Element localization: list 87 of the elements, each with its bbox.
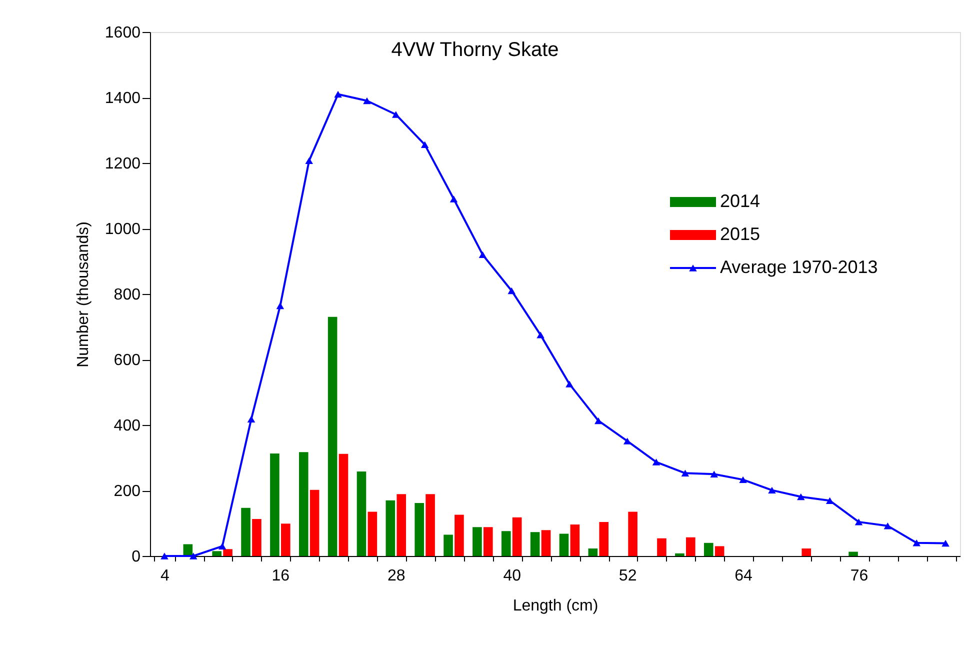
point bbox=[739, 476, 747, 484]
point bbox=[942, 540, 950, 547]
bar bbox=[444, 534, 453, 556]
point bbox=[392, 111, 400, 118]
bar bbox=[675, 553, 684, 556]
point bbox=[190, 552, 198, 560]
point bbox=[566, 380, 574, 388]
y-tick-label: 400 bbox=[114, 418, 141, 434]
x-tick-label: 4 bbox=[160, 568, 170, 584]
y-tick-label: 0 bbox=[132, 548, 141, 566]
y-axis-title: Number (thousands) bbox=[74, 222, 92, 368]
point bbox=[681, 470, 690, 476]
point bbox=[797, 493, 805, 500]
point bbox=[420, 141, 429, 148]
point bbox=[334, 90, 342, 98]
bar bbox=[281, 524, 290, 556]
bar bbox=[270, 453, 280, 556]
legend-label: 2015 bbox=[720, 224, 760, 244]
y-tick-label: 1400 bbox=[104, 90, 141, 107]
bar bbox=[512, 517, 522, 556]
bar bbox=[714, 546, 724, 556]
bar bbox=[704, 542, 714, 556]
bar bbox=[310, 490, 320, 556]
bar bbox=[802, 548, 812, 556]
x-tick-label: 28 bbox=[387, 568, 406, 584]
bar bbox=[657, 538, 666, 556]
bar bbox=[501, 531, 511, 556]
bar bbox=[241, 508, 250, 556]
point bbox=[305, 157, 313, 164]
point bbox=[536, 332, 544, 338]
point bbox=[652, 458, 660, 466]
y-tick-label: 1200 bbox=[104, 156, 141, 172]
bar bbox=[223, 549, 232, 556]
bar bbox=[298, 452, 308, 556]
point bbox=[912, 540, 920, 546]
bar bbox=[530, 532, 540, 556]
bar bbox=[570, 524, 580, 556]
x-tick-label: 16 bbox=[272, 568, 290, 584]
bar bbox=[183, 544, 193, 556]
x-tick-label: 64 bbox=[734, 568, 753, 584]
bar bbox=[454, 514, 464, 556]
point bbox=[854, 518, 863, 526]
point bbox=[478, 251, 487, 258]
bar bbox=[414, 502, 424, 556]
bar bbox=[472, 527, 482, 556]
bar bbox=[212, 551, 222, 556]
bar bbox=[386, 500, 396, 556]
y-tick-label: 800 bbox=[114, 286, 141, 304]
bar bbox=[396, 494, 406, 556]
point bbox=[594, 417, 602, 424]
bar bbox=[848, 552, 858, 556]
point bbox=[276, 302, 284, 310]
bar bbox=[628, 512, 638, 556]
bar bbox=[328, 316, 338, 556]
point bbox=[363, 97, 371, 104]
point bbox=[826, 497, 834, 504]
y-tick-label: 1600 bbox=[104, 24, 141, 42]
bar bbox=[588, 548, 598, 556]
bar bbox=[426, 494, 435, 556]
bar bbox=[338, 454, 348, 556]
chart-title: 4VW Thorny Skate bbox=[391, 39, 559, 61]
bar bbox=[368, 512, 378, 556]
bar bbox=[686, 537, 696, 556]
legend-label: 2014 bbox=[720, 191, 760, 211]
bar bbox=[252, 518, 262, 556]
point bbox=[450, 196, 458, 202]
bar bbox=[356, 472, 366, 556]
x-tick-label: 40 bbox=[503, 568, 522, 584]
point bbox=[710, 470, 718, 478]
bar bbox=[559, 534, 569, 556]
bar bbox=[484, 527, 493, 556]
point bbox=[768, 486, 776, 494]
x-tick-label: 52 bbox=[618, 568, 637, 584]
legend-label: Average 1970-2013 bbox=[720, 257, 878, 277]
point bbox=[884, 522, 892, 530]
y-tick-label: 200 bbox=[114, 483, 141, 500]
x-axis-title: Length (cm) bbox=[512, 598, 598, 614]
point bbox=[160, 552, 168, 560]
y-tick-label: 600 bbox=[114, 352, 141, 369]
point bbox=[247, 416, 256, 422]
y-tick-label: 1000 bbox=[104, 221, 141, 238]
point bbox=[508, 287, 516, 294]
bar bbox=[541, 530, 551, 556]
bar bbox=[599, 522, 609, 556]
point bbox=[623, 438, 632, 444]
point bbox=[218, 542, 226, 550]
x-tick-label: 76 bbox=[850, 568, 868, 584]
